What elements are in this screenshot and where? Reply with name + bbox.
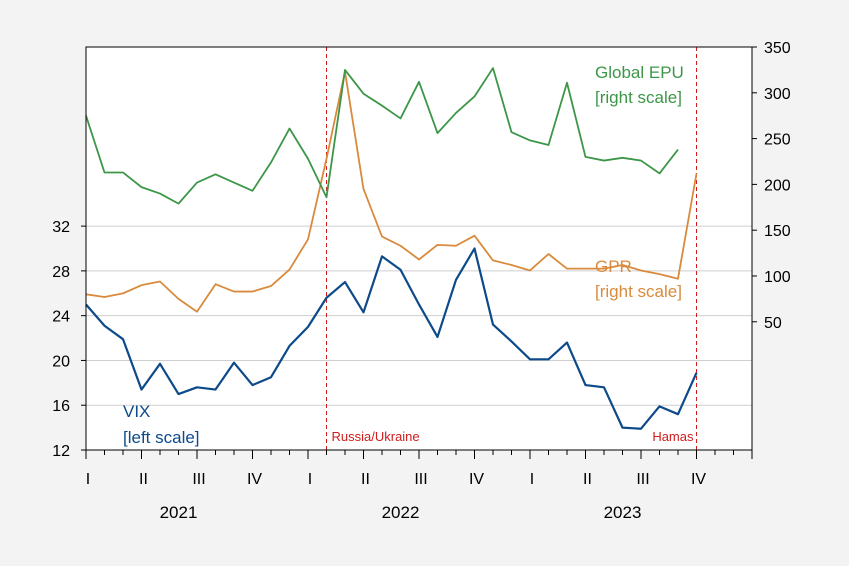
gpr-legend-name: GPR	[595, 257, 632, 276]
left-axis-tick-label: 12	[52, 443, 70, 460]
quarter-label: IV	[469, 471, 484, 488]
event-layer: Russia/Ukraine Hamas	[326, 47, 697, 450]
plot-area	[86, 47, 752, 450]
right-axis-tick-label: 200	[764, 177, 791, 194]
right-axis-tick-label: 350	[764, 40, 791, 57]
hamas-event-label: Hamas	[652, 429, 694, 444]
epu-legend-scale: [right scale]	[595, 88, 682, 107]
epu-series-line	[85, 67, 679, 205]
label-layer: Global EPU [right scale] GPR [right scal…	[123, 63, 684, 447]
right-axis-tick-label: 50	[764, 315, 782, 332]
quarter-label: II	[139, 471, 148, 488]
vix-series-line	[85, 247, 698, 430]
quarter-label: IV	[247, 471, 262, 488]
quarter-label: II	[361, 471, 370, 488]
epu-legend-name: Global EPU	[595, 63, 684, 82]
quarter-label: I	[308, 471, 312, 488]
series-layer	[85, 67, 698, 430]
quarter-label: II	[583, 471, 592, 488]
year-label: 2023	[604, 503, 642, 522]
quarter-label: III	[636, 471, 649, 488]
left-axis-tick-label: 24	[52, 309, 70, 326]
quarter-label: IV	[691, 471, 706, 488]
right-axis-tick-label: 150	[764, 223, 791, 240]
vix-legend-name: VIX	[123, 402, 150, 421]
left-axis-tick-label: 28	[52, 264, 70, 281]
russia-event-label: Russia/Ukraine	[332, 429, 420, 444]
year-label: 2022	[382, 503, 420, 522]
right-axis-tick-label: 250	[764, 132, 791, 149]
left-axis-tick-label: 20	[52, 353, 70, 370]
vix-legend-scale: [left scale]	[123, 428, 200, 447]
gpr-legend-scale: [right scale]	[595, 282, 682, 301]
quarter-label: III	[192, 471, 205, 488]
left-axis-tick-label: 32	[52, 219, 70, 236]
year-label: 2021	[160, 503, 198, 522]
right-axis-tick-label: 300	[764, 86, 791, 103]
right-axis-tick-label: 100	[764, 269, 791, 286]
quarter-label: III	[414, 471, 427, 488]
gpr-series-line	[85, 70, 698, 313]
left-axis-tick-label: 16	[52, 398, 70, 415]
quarter-label: I	[530, 471, 534, 488]
quarter-label: I	[86, 471, 90, 488]
